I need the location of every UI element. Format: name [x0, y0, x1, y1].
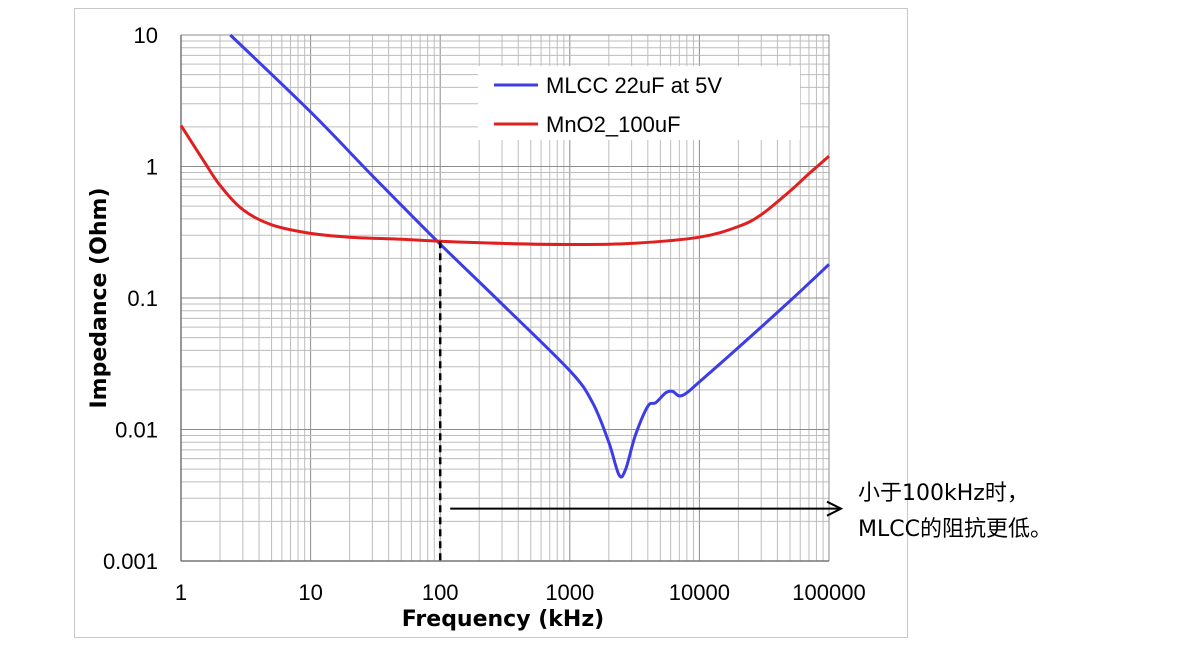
- grid-lines: [180, 34, 830, 562]
- tick-labels: 1 10 100 1000 10000 100000 0.001 0.01 0.1 1 10: [103, 23, 866, 605]
- x-tick-label: 1: [175, 580, 187, 605]
- y-axis-title: Impedance (Ohm): [87, 187, 112, 408]
- y-tick-label: 0.001: [103, 549, 158, 574]
- y-tick-label: 1: [146, 155, 158, 180]
- annotation-line-2: MLCC的阻抗更低。: [858, 517, 1052, 542]
- x-axis-title: Frequency (kHz): [402, 607, 604, 632]
- legend-box: [478, 66, 800, 140]
- y-tick-label: 10: [134, 23, 158, 48]
- annotation-text: 小于100kHz时， MLCC的阻抗更低。: [858, 476, 1052, 548]
- annotation-line-1: 小于100kHz时，: [858, 481, 1029, 506]
- y-tick-label: 0.1: [127, 286, 158, 311]
- legend-label-mno2: MnO2_100uF: [546, 112, 681, 137]
- x-tick-label: 10000: [669, 580, 730, 605]
- x-tick-label: 10: [298, 580, 322, 605]
- x-tick-label: 1000: [545, 580, 594, 605]
- series-line-mno2: [179, 124, 830, 247]
- legend-label-mlcc: MLCC 22uF at 5V: [546, 73, 722, 98]
- y-tick-label: 0.01: [115, 418, 158, 443]
- annotation-arrowhead: [826, 500, 844, 517]
- series-line-mlcc: [229, 33, 831, 479]
- annotation-marks: [438, 241, 844, 561]
- legend: MLCC 22uF at 5V MnO2_100uF: [478, 66, 800, 140]
- x-tick-label: 100000: [792, 580, 865, 605]
- x-tick-label: 100: [422, 580, 459, 605]
- series-lines: [179, 33, 831, 479]
